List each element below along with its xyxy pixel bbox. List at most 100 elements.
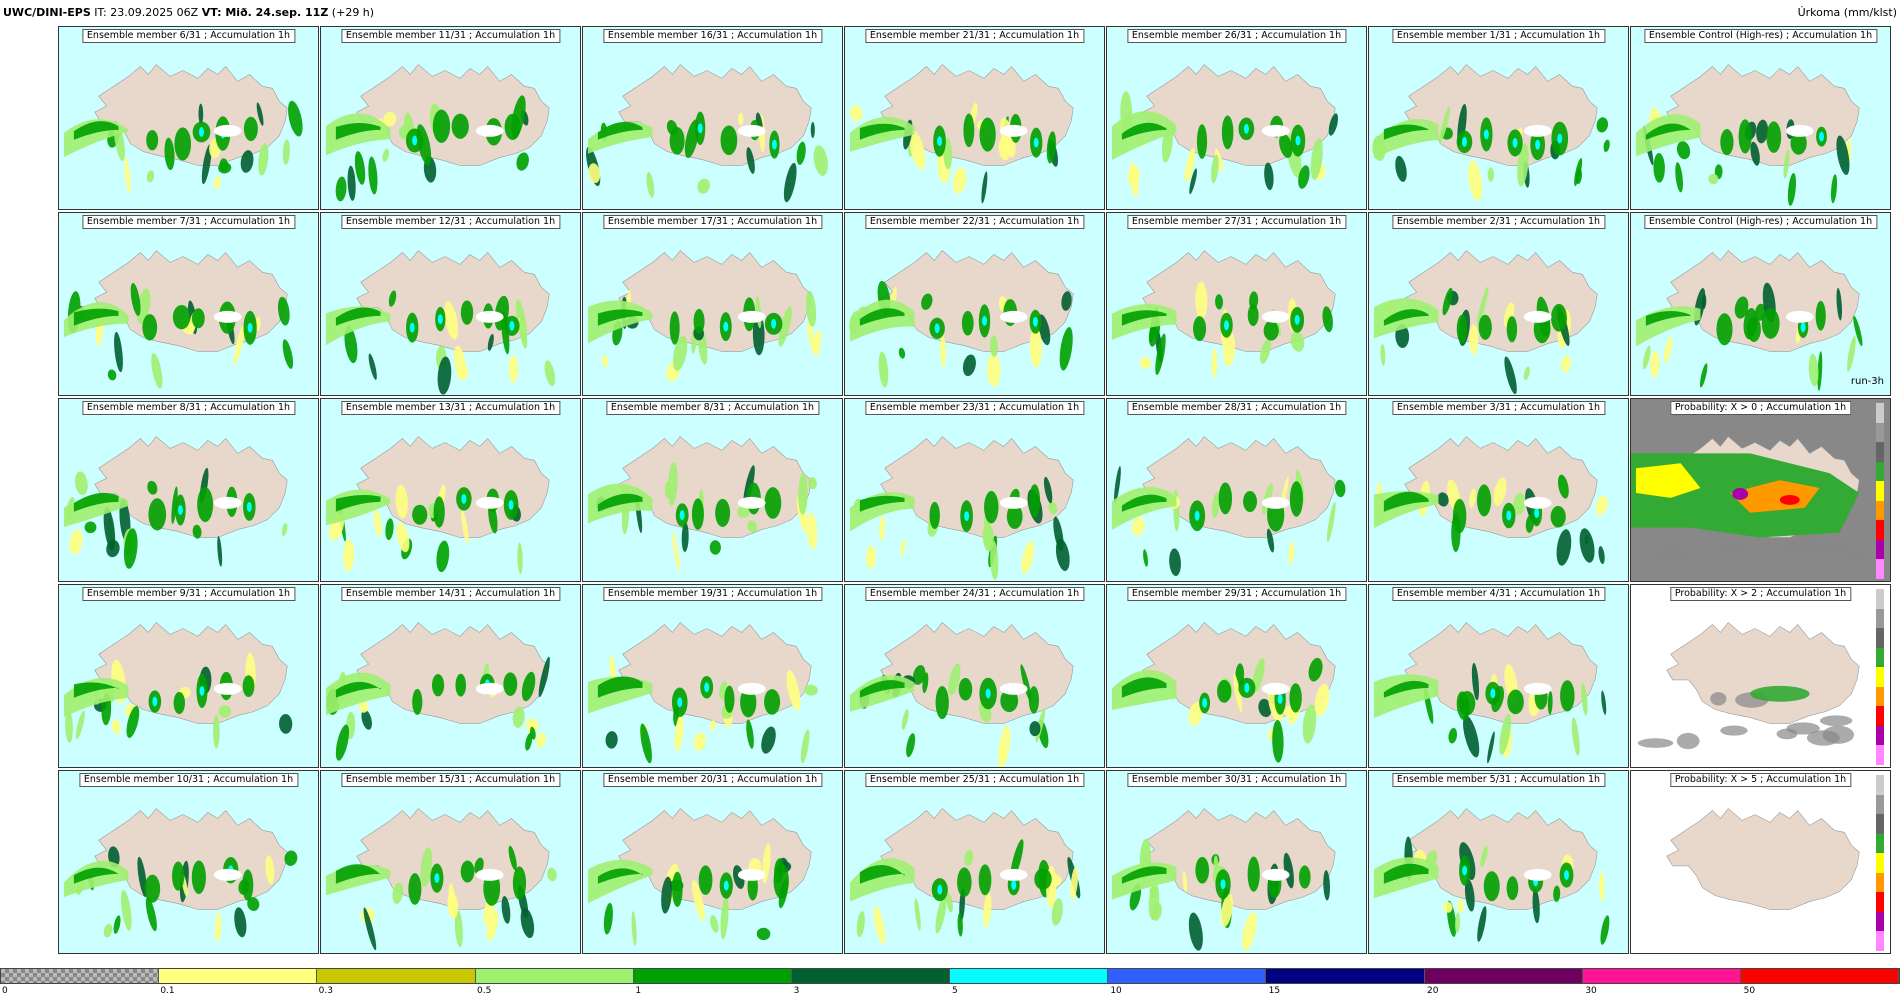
ensemble-panel[interactable]: Ensemble member 12/31 ; Accumulation 1h bbox=[320, 212, 581, 396]
ensemble-panel[interactable]: Ensemble member 29/31 ; Accumulation 1h bbox=[1106, 584, 1367, 768]
precip-cell bbox=[1455, 912, 1460, 934]
panel-title: Ensemble member 13/31 ; Accumulation 1h bbox=[340, 401, 561, 415]
panel-title: Ensemble member 12/31 ; Accumulation 1h bbox=[340, 215, 561, 229]
precip-cell bbox=[214, 912, 222, 943]
precip-cell bbox=[1443, 901, 1453, 913]
precip-cell bbox=[455, 673, 467, 697]
precip-cell bbox=[1188, 912, 1203, 951]
ensemble-panel[interactable]: Ensemble member 27/31 ; Accumulation 1h bbox=[1106, 212, 1367, 396]
precip-cell bbox=[142, 314, 158, 341]
precip-cell bbox=[778, 306, 792, 347]
ensemble-panel[interactable]: Ensemble member 26/31 ; Accumulation 1h bbox=[1106, 26, 1367, 210]
precip-cell bbox=[1302, 704, 1317, 744]
precip-cell bbox=[963, 113, 975, 148]
precip-cell bbox=[512, 706, 525, 728]
precip-cell bbox=[1517, 143, 1529, 187]
ensemble-panel[interactable]: Ensemble member 30/31 ; Accumulation 1h bbox=[1106, 770, 1367, 954]
ensemble-panel[interactable]: Ensemble member 25/31 ; Accumulation 1h bbox=[844, 770, 1105, 954]
precip-cell bbox=[691, 498, 704, 530]
precip-band bbox=[1111, 304, 1177, 340]
ensemble-panel[interactable]: Ensemble member 7/31 ; Accumulation 1h bbox=[58, 212, 319, 396]
prob-area bbox=[1635, 463, 1701, 498]
ensemble-panel[interactable]: Ensemble member 2/31 ; Accumulation 1h bbox=[1368, 212, 1629, 396]
probability-panel[interactable]: Probability: X > 2 ; Accumulation 1h bbox=[1630, 584, 1891, 768]
precip-core bbox=[679, 510, 685, 521]
ensemble-panel[interactable]: Ensemble member 4/31 ; Accumulation 1h bbox=[1368, 584, 1629, 768]
colorbar-tick-label: 1 bbox=[635, 986, 642, 996]
ensemble-panel[interactable]: Ensemble Control (High-res) ; Accumulati… bbox=[1630, 212, 1891, 396]
precip-cell bbox=[144, 874, 161, 903]
precip-cell bbox=[1676, 141, 1691, 160]
probability-scale-swatch bbox=[1876, 481, 1884, 501]
precip-cell bbox=[603, 902, 613, 935]
ensemble-panel[interactable]: Ensemble member 8/31 ; Accumulation 1h bbox=[58, 398, 319, 582]
precip-cell bbox=[1242, 912, 1257, 951]
ensemble-panel[interactable]: Ensemble member 11/31 ; Accumulation 1h bbox=[320, 26, 581, 210]
precip-cell bbox=[281, 522, 288, 536]
precip-cell bbox=[503, 672, 518, 696]
probability-panel[interactable]: Probability: X > 5 ; Accumulation 1h bbox=[1630, 770, 1891, 954]
glacier-patch bbox=[213, 682, 242, 695]
precip-band bbox=[1635, 114, 1701, 157]
precip-band bbox=[849, 116, 915, 152]
precip-cell bbox=[508, 845, 517, 871]
precip-cell bbox=[1817, 351, 1823, 391]
precip-cell bbox=[798, 472, 808, 515]
ensemble-panel[interactable]: Ensemble member 22/31 ; Accumulation 1h bbox=[844, 212, 1105, 396]
probability-scale-swatch bbox=[1876, 422, 1884, 443]
map-svg bbox=[1635, 64, 1860, 206]
ensemble-panel[interactable]: Ensemble Control (High-res) ; Accumulati… bbox=[1630, 26, 1891, 210]
precip-cell bbox=[382, 148, 389, 162]
precip-cell bbox=[646, 171, 655, 198]
ensemble-panel[interactable]: Ensemble member 13/31 ; Accumulation 1h bbox=[320, 398, 581, 582]
ensemble-panel[interactable]: Ensemble member 20/31 ; Accumulation 1h bbox=[582, 770, 843, 954]
precip-cell bbox=[1547, 691, 1553, 715]
precip-cell bbox=[990, 540, 999, 580]
ensemble-panel[interactable]: Ensemble member 15/31 ; Accumulation 1h bbox=[320, 770, 581, 954]
precip-cell bbox=[964, 849, 974, 866]
ensemble-panel[interactable]: Ensemble member 9/31 ; Accumulation 1h bbox=[58, 584, 319, 768]
glacier-patch bbox=[1261, 682, 1290, 695]
probability-panel[interactable]: Probability: X > 0 ; Accumulation 1h bbox=[1630, 398, 1891, 582]
ensemble-panel[interactable]: Ensemble member 19/31 ; Accumulation 1h bbox=[582, 584, 843, 768]
precip-cell bbox=[1322, 306, 1333, 333]
precip-band bbox=[587, 859, 653, 904]
ensemble-panel[interactable]: Ensemble member 21/31 ; Accumulation 1h bbox=[844, 26, 1105, 210]
ensemble-panel[interactable]: Ensemble member 1/31 ; Accumulation 1h bbox=[1368, 26, 1629, 210]
ensemble-panel[interactable]: Ensemble member 16/31 ; Accumulation 1h bbox=[582, 26, 843, 210]
ensemble-panel[interactable]: Ensemble member 28/31 ; Accumulation 1h bbox=[1106, 398, 1367, 582]
precip-cell bbox=[1395, 155, 1407, 182]
precip-cell bbox=[693, 732, 706, 751]
precip-cell bbox=[909, 130, 926, 170]
ensemble-panel[interactable]: Ensemble member 14/31 ; Accumulation 1h bbox=[320, 584, 581, 768]
precip-cell bbox=[879, 515, 885, 542]
precip-band bbox=[73, 121, 119, 140]
ensemble-panel[interactable]: Ensemble member 8/31 ; Accumulation 1h bbox=[582, 398, 843, 582]
precip-cell bbox=[640, 723, 652, 764]
probability-scale bbox=[1876, 589, 1888, 765]
map-svg bbox=[1111, 64, 1339, 197]
ensemble-panel[interactable]: Ensemble member 6/31 ; Accumulation 1h bbox=[58, 26, 319, 210]
ensemble-panel[interactable]: Ensemble member 3/31 ; Accumulation 1h bbox=[1368, 398, 1629, 582]
precip-core bbox=[437, 314, 443, 325]
precip-cell bbox=[746, 719, 754, 749]
ensemble-panel[interactable]: Ensemble member 17/31 ; Accumulation 1h bbox=[582, 212, 843, 396]
precip-cell bbox=[1029, 721, 1041, 737]
glacier-patch bbox=[213, 124, 242, 137]
precip-core bbox=[461, 493, 467, 504]
precip-cell bbox=[669, 127, 685, 155]
precip-core bbox=[1220, 879, 1226, 890]
precip-cell bbox=[508, 354, 518, 383]
probability-scale-swatch bbox=[1876, 539, 1884, 560]
precip-cell bbox=[1452, 498, 1467, 534]
ensemble-panel[interactable]: Ensemble member 10/31 ; Accumulation 1h bbox=[58, 770, 319, 954]
probability-scale-swatch bbox=[1876, 931, 1884, 951]
ensemble-panel[interactable]: Ensemble member 5/31 ; Accumulation 1h bbox=[1368, 770, 1629, 954]
probability-scale-swatch bbox=[1876, 745, 1884, 765]
precip-cell bbox=[69, 529, 83, 555]
precip-cell bbox=[1746, 316, 1761, 342]
ensemble-panel[interactable]: Ensemble member 24/31 ; Accumulation 1h bbox=[844, 584, 1105, 768]
precip-cell bbox=[1310, 137, 1323, 180]
glacier-patch bbox=[475, 496, 504, 509]
ensemble-panel[interactable]: Ensemble member 23/31 ; Accumulation 1h bbox=[844, 398, 1105, 582]
